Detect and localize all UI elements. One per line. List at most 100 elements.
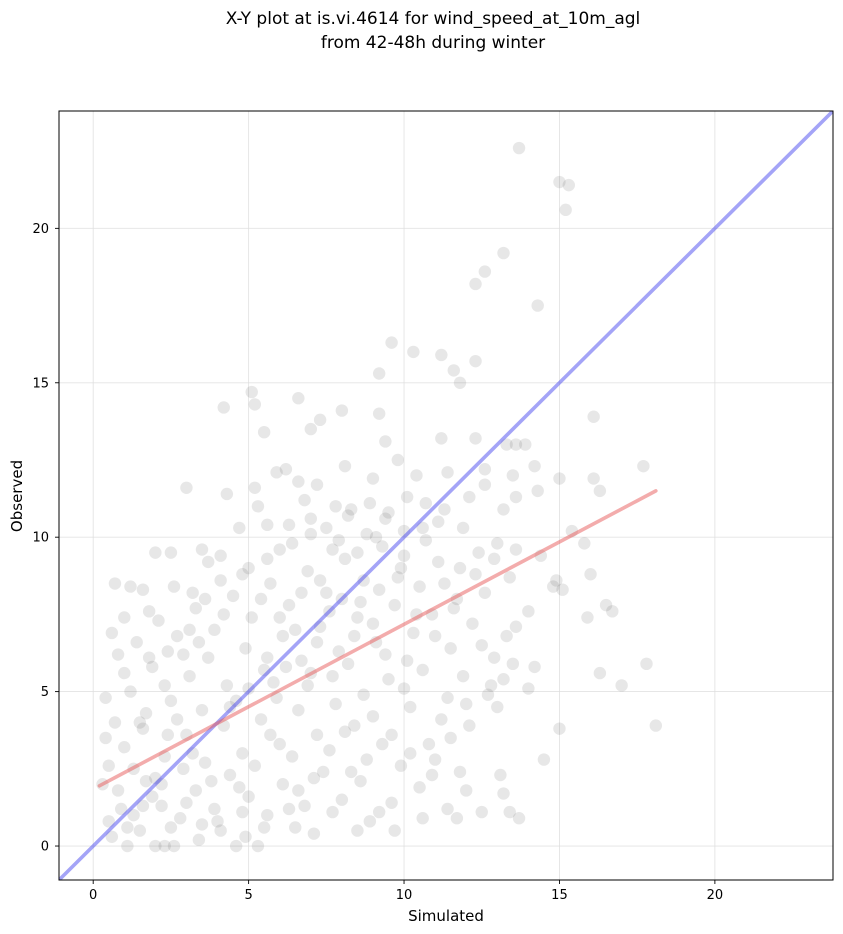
scatter-point: [354, 595, 367, 609]
scatter-point: [338, 459, 352, 473]
scatter-point: [509, 543, 523, 556]
scatter-point: [487, 552, 501, 566]
scatter-point: [102, 815, 115, 828]
y-axis-ticks: 0 5 10 15 20: [32, 222, 59, 855]
scatter-point: [320, 521, 333, 535]
scatter-point: [285, 537, 299, 550]
scatter-point: [509, 438, 523, 451]
scatter-point: [118, 611, 131, 624]
scatter-point: [599, 598, 613, 612]
scatter-point: [376, 737, 389, 751]
scatter-point: [379, 512, 392, 525]
scatter-point: [139, 774, 153, 788]
scatter-point: [313, 574, 327, 587]
scatter-point: [606, 605, 619, 618]
scatter-point: [236, 747, 249, 760]
scatter-point: [425, 768, 439, 782]
scatter-point: [136, 722, 150, 735]
scatter-point: [494, 768, 507, 782]
scatter-point: [167, 580, 181, 593]
scatter-point: [192, 833, 206, 847]
scatter-point: [348, 719, 361, 732]
scatter-point: [261, 651, 274, 664]
scatter-point: [407, 626, 420, 640]
scatter-point: [214, 824, 227, 837]
scatter-point: [382, 506, 395, 519]
scatter-point: [142, 605, 156, 618]
scatter-point: [491, 700, 504, 714]
scatter-point: [304, 527, 317, 541]
scatter-point: [469, 432, 482, 445]
scatter-point: [522, 682, 535, 695]
scatter-point: [413, 781, 426, 794]
scatter-point: [242, 561, 255, 575]
scatter-point: [329, 697, 342, 711]
scatter-point: [242, 682, 255, 695]
scatter-point: [257, 821, 271, 834]
scatter-point: [553, 175, 566, 189]
scatter-point: [332, 534, 345, 547]
scatter-point: [99, 691, 112, 704]
scatter-point: [354, 774, 367, 788]
scatter-point: [503, 571, 516, 584]
scatter-point: [114, 802, 128, 816]
scatter-point: [285, 750, 299, 763]
scatter-point: [189, 784, 202, 797]
scatter-point: [581, 611, 594, 624]
scatter-point: [475, 805, 488, 819]
scatter-point: [469, 354, 482, 368]
scatter-point: [435, 713, 448, 726]
scatter-point: [372, 805, 386, 819]
scatter-point: [198, 592, 212, 606]
scatter-point: [130, 635, 143, 649]
scatter-point: [512, 141, 526, 155]
scatter-point: [484, 679, 498, 692]
scatter-point: [506, 469, 520, 482]
scatter-point: [133, 716, 147, 729]
scatter-point: [344, 765, 358, 779]
scatter-point: [229, 694, 243, 708]
scatter-point: [453, 765, 467, 779]
scatter-point: [413, 580, 426, 593]
scatter-point: [382, 673, 395, 686]
scatter-point: [177, 762, 190, 776]
scatter-point: [289, 821, 302, 834]
scatter-point: [304, 422, 317, 436]
scatter-point: [139, 707, 153, 720]
scatter-point: [379, 648, 392, 661]
scatter-point: [469, 568, 482, 581]
scatter-point: [450, 812, 464, 825]
scatter-point: [195, 703, 209, 717]
scatter-point: [509, 490, 523, 504]
scatter-point: [289, 623, 302, 637]
scatter-point: [326, 669, 339, 683]
scatter-point: [372, 583, 386, 596]
y-tick-label: 20: [32, 222, 49, 237]
scatter-point: [441, 802, 454, 816]
scatter-point: [276, 778, 290, 791]
scatter-point: [649, 719, 663, 732]
scatter-point: [550, 574, 563, 587]
scatter-point: [102, 759, 115, 772]
scatter-point: [155, 799, 168, 813]
scatter-point: [481, 688, 495, 701]
scatter-point: [522, 605, 535, 618]
scatter-point: [553, 472, 566, 485]
scatter-point: [432, 515, 445, 528]
scatter-point: [376, 540, 389, 553]
scatter-point: [127, 808, 140, 822]
y-tick-label: 0: [41, 840, 49, 855]
scatter-point: [469, 277, 482, 291]
scatter-point: [531, 299, 544, 312]
scatter-point: [307, 771, 321, 785]
scatter-point: [292, 784, 305, 797]
scatter-point: [323, 744, 336, 757]
scatter-point: [456, 521, 470, 535]
scatter-point: [463, 490, 476, 504]
scatter-point: [326, 543, 339, 556]
scatter-point: [379, 435, 392, 448]
scatter-point: [111, 784, 125, 797]
scatter-point: [503, 805, 516, 819]
scatter-point: [167, 839, 181, 853]
scatter-point: [547, 580, 560, 593]
